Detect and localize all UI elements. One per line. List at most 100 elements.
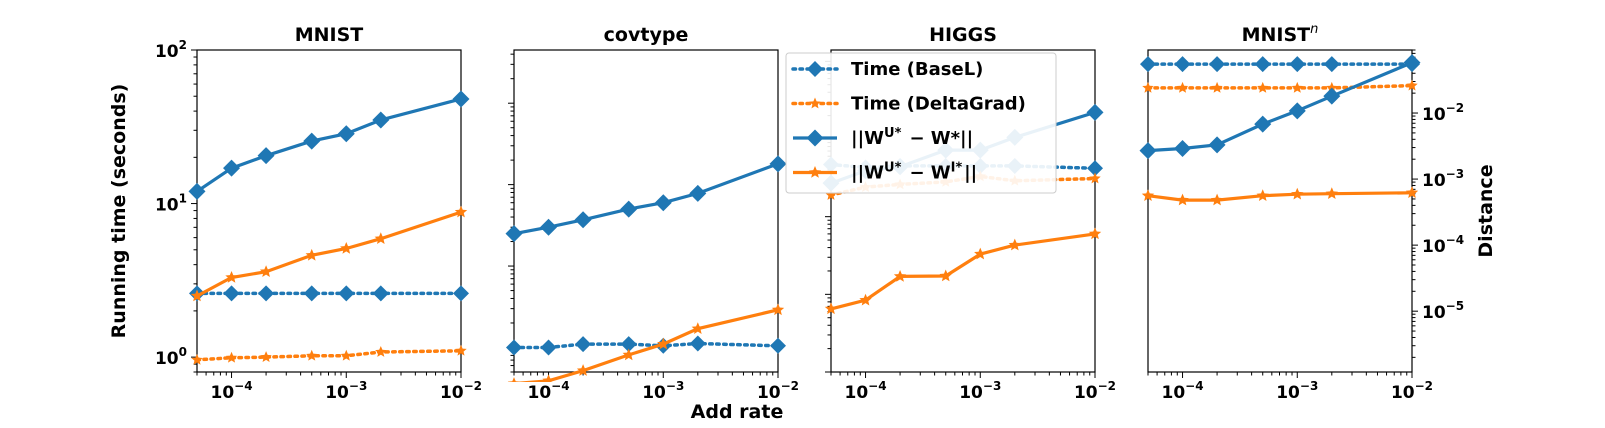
- data-point: [223, 159, 241, 177]
- data-point: [507, 377, 521, 382]
- x-tick-label: 10−3: [1276, 379, 1318, 403]
- series-line: [196, 97, 462, 193]
- series-orange-dotted: [191, 344, 467, 365]
- data-point: [505, 225, 523, 243]
- data-point: [340, 349, 352, 361]
- data-point: [1087, 160, 1103, 177]
- data-point: [859, 293, 872, 306]
- data-point: [1174, 140, 1192, 158]
- data-point: [506, 339, 522, 356]
- panel-1: 10−4 10−3 10−2 100 101 102 MNIST: [155, 24, 482, 403]
- series-blue-dotted: [1140, 56, 1420, 73]
- data-point: [225, 271, 238, 283]
- data-point: [824, 302, 838, 315]
- x-tick-label: 10−4: [210, 379, 252, 403]
- data-point: [259, 265, 273, 277]
- series-line: [1146, 83, 1414, 90]
- axes-frame: [830, 49, 1096, 373]
- data-point: [1139, 142, 1157, 160]
- legend: Time (BaseL) Time (DeltaGrad) ||WU* − W*||…: [785, 52, 1057, 194]
- panel-title: covtype: [604, 24, 689, 46]
- data-point: [540, 339, 557, 356]
- x-axis-label: Add rate: [691, 401, 784, 423]
- data-point: [893, 269, 907, 282]
- series-blue-solid: [1139, 54, 1421, 160]
- data-point: [1089, 172, 1101, 184]
- data-point: [1176, 81, 1189, 93]
- data-point: [1142, 81, 1154, 93]
- data-point: [455, 344, 467, 356]
- series-orange-solid: [1141, 186, 1419, 206]
- data-point: [1254, 115, 1272, 133]
- data-point: [1174, 56, 1191, 73]
- series-orange-solid: [190, 205, 468, 302]
- panel-title: MNISTn: [1242, 22, 1319, 46]
- data-point: [542, 374, 555, 382]
- axes-frame: [513, 49, 779, 373]
- data-point: [188, 182, 206, 200]
- legend-label: Time (BaseL): [851, 59, 983, 80]
- legend-label: ||WU* − W*||: [851, 126, 973, 149]
- series-blue-solid: [505, 155, 787, 243]
- data-point: [452, 90, 470, 108]
- data-point: [939, 269, 952, 282]
- legend-entry: ||WU* − WI* ||: [793, 161, 977, 184]
- x-tick-label: 10−2: [440, 379, 482, 403]
- data-point: [1326, 81, 1338, 93]
- legend-marker: [806, 129, 824, 147]
- x-tick-label: 10−2: [757, 379, 799, 403]
- data-point: [260, 351, 272, 362]
- x-tick-label: 10−4: [527, 379, 569, 403]
- legend-marker: [808, 166, 822, 178]
- data-point: [1141, 189, 1155, 201]
- data-point: [1403, 54, 1421, 72]
- data-point: [257, 147, 275, 165]
- y-axis-label-left: Running time (seconds): [108, 84, 130, 339]
- legend-marker: [807, 61, 823, 77]
- y-tick-label-right: 10−3: [1422, 167, 1464, 191]
- data-point: [1288, 102, 1306, 120]
- data-point: [1256, 189, 1269, 201]
- data-point: [577, 391, 588, 402]
- legend-box: [785, 52, 1057, 194]
- series-line: [1147, 61, 1413, 153]
- x-tick-label: 10−2: [1074, 379, 1116, 403]
- data-point: [191, 353, 203, 365]
- legend-entry: Time (BaseL): [791, 59, 983, 80]
- data-point: [1254, 56, 1271, 73]
- data-point: [223, 285, 240, 302]
- y-tick-label: 101: [155, 192, 187, 216]
- panel-title: MNIST: [295, 24, 364, 46]
- data-point: [306, 349, 318, 361]
- data-point: [825, 189, 837, 200]
- x-tick-label: 10−3: [642, 379, 684, 403]
- data-point: [692, 389, 703, 400]
- y-tick-label-right: 10−4: [1422, 233, 1464, 257]
- series-line: [513, 162, 779, 236]
- x-tick-label: 10−2: [1391, 379, 1433, 403]
- series-blue-dotted: [506, 335, 786, 356]
- data-point: [1176, 193, 1189, 206]
- data-point: [691, 322, 704, 334]
- x-tick-label: 10−4: [844, 379, 886, 403]
- series-blue-dotted: [189, 285, 469, 302]
- data-point: [303, 132, 321, 150]
- data-point: [689, 184, 707, 202]
- data-point: [1088, 227, 1102, 240]
- data-point: [225, 351, 238, 363]
- legend-entry: ||WU* − W*||: [793, 126, 973, 149]
- data-point: [305, 248, 318, 261]
- x-tick-label: 10−3: [325, 379, 367, 403]
- y-tick-label: 102: [155, 38, 187, 62]
- y-tick-label: 100: [155, 345, 187, 369]
- series-blue-solid: [188, 90, 470, 200]
- data-point: [338, 285, 355, 302]
- data-point: [620, 336, 637, 353]
- data-point: [454, 205, 468, 218]
- series-line: [196, 210, 462, 298]
- legend-marker: [809, 97, 821, 109]
- data-point: [654, 194, 672, 212]
- series-line: [830, 232, 1096, 311]
- data-point: [575, 336, 592, 353]
